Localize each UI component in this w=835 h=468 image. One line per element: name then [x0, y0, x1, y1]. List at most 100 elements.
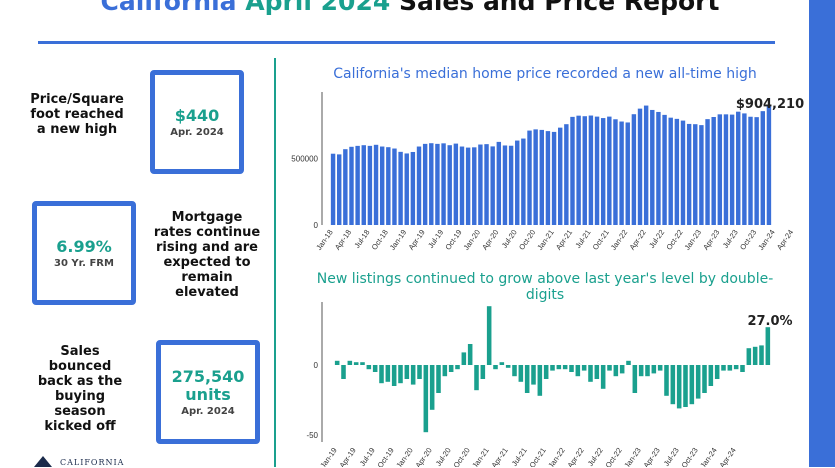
stat-text-line: bounced: [48, 359, 112, 374]
listings-bar: [657, 365, 663, 371]
listings-bar: [664, 365, 669, 396]
stat-sales-unit: units: [185, 384, 231, 404]
listings-x-tick-label: Jul-22: [586, 446, 605, 467]
listings-bar: [379, 365, 384, 384]
listings-x-tick-label: Oct-19: [376, 446, 396, 467]
price-bar: [422, 143, 428, 225]
logo-text: CALIFORNIA: [60, 458, 125, 467]
price-bar: [343, 149, 348, 225]
listings-bar: [702, 365, 707, 393]
price-bar: [429, 143, 434, 225]
stat-text-line: Price/Square: [30, 92, 124, 107]
listings-bar: [708, 365, 714, 386]
header-divider: [38, 41, 775, 44]
price-bar: [515, 140, 520, 225]
price-x-tick-label: Apr-22: [628, 228, 648, 252]
right-accent-bar: [809, 0, 835, 467]
listings-x-tick-label: Apr-21: [490, 446, 510, 467]
listings-bar: [607, 365, 612, 371]
stat-price-sqft-description: Price/Square foot reached a new high: [22, 92, 132, 137]
price-x-tick-label: Oct-20: [517, 228, 537, 252]
price-bar: [656, 111, 661, 225]
price-x-tick-label: Apr-24: [775, 228, 795, 252]
price-bar: [619, 121, 624, 225]
stat-sales-value: 275,540: [171, 366, 245, 386]
page-title: California April 2024 Sales and Price Re…: [40, 0, 780, 16]
price-x-tick-label: Oct-21: [591, 228, 611, 252]
price-bar: [711, 117, 716, 225]
price-bar: [717, 114, 723, 225]
price-x-tick-label: Apr-21: [554, 228, 574, 252]
listings-bar: [404, 365, 410, 379]
listings-bar: [727, 365, 733, 371]
listings-bar: [474, 365, 479, 391]
listings-bar: [619, 365, 625, 374]
listings-bar: [505, 365, 511, 368]
listings-bar: [341, 365, 346, 379]
price-bar: [748, 116, 753, 225]
listings-bar: [632, 365, 638, 393]
listings-bar: [455, 365, 460, 370]
listings-bar: [721, 365, 726, 371]
listings-bar: [461, 352, 467, 365]
price-bar: [459, 146, 465, 225]
price-x-tick-label: Oct-19: [443, 228, 463, 252]
price-bar: [699, 125, 704, 225]
column-divider: [274, 58, 276, 467]
price-bar: [693, 124, 698, 225]
stat-text-line: elevated: [175, 285, 239, 300]
listings-bar: [562, 365, 568, 370]
price-x-tick-label: Apr-19: [407, 228, 427, 252]
price-bar: [508, 145, 514, 225]
listings-bar: [467, 344, 473, 365]
listings-x-tick-label: Jan-22: [546, 446, 567, 467]
listings-bar: [714, 365, 720, 379]
price-bar: [723, 114, 729, 225]
stat-text-line: a new high: [36, 122, 118, 137]
price-bar: [662, 114, 667, 225]
price-bar: [379, 146, 385, 225]
listings-y-tick-label: 0: [314, 361, 319, 370]
listings-bar: [581, 365, 587, 371]
price-y-tick-label: 500000: [291, 155, 318, 164]
price-bar: [527, 130, 532, 225]
title-part-report: Sales and Price Report: [398, 0, 720, 16]
listings-bar: [670, 365, 676, 405]
price-bar: [594, 116, 600, 225]
price-bar: [705, 119, 710, 225]
price-x-tick-label: Jan-18: [314, 228, 335, 252]
price-bar: [435, 143, 440, 225]
listings-bar: [398, 365, 403, 384]
listings-bar: [442, 365, 448, 377]
price-bar: [361, 145, 366, 225]
price-bar: [447, 145, 452, 225]
listings-x-tick-label: Jul-21: [510, 446, 529, 467]
listings-bar: [436, 365, 441, 393]
stat-text-line: buying: [54, 389, 106, 404]
listings-bar: [385, 365, 391, 382]
price-bar: [582, 116, 587, 225]
price-bar: [637, 108, 643, 226]
stat-mortgage-value: 6.99%: [56, 236, 112, 256]
listings-bar: [676, 365, 682, 409]
title-part-date: April 2024: [245, 0, 391, 16]
price-bar: [545, 131, 551, 225]
title-part-state: California: [100, 0, 237, 16]
listings-bar: [765, 327, 771, 365]
price-x-tick-label: Oct-22: [664, 228, 684, 252]
listings-bar: [423, 365, 429, 433]
price-bar: [650, 109, 655, 225]
listings-x-tick-label: Apr-22: [566, 446, 586, 467]
stat-mortgage-description: Mortgage rates continue rising and are e…: [148, 210, 266, 300]
price-bar: [668, 117, 673, 225]
listings-bar: [366, 365, 372, 370]
stat-mortgage-box: 6.99% 30 Yr. FRM: [32, 201, 136, 305]
price-bar: [631, 114, 637, 225]
listings-x-tick-label: Apr-20: [414, 446, 434, 467]
chart-listings-title: New listings continued to grow above las…: [316, 271, 774, 303]
listings-x-tick-label: Oct-23: [680, 446, 700, 467]
price-bar: [600, 118, 606, 225]
price-x-tick-label: Jan-19: [388, 228, 409, 252]
listings-bar: [689, 365, 695, 405]
